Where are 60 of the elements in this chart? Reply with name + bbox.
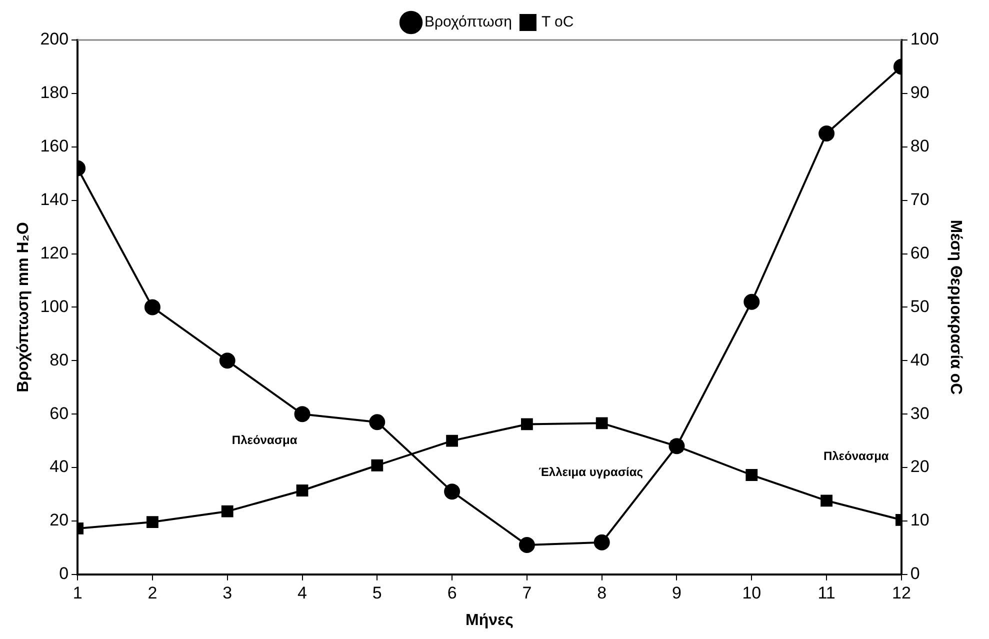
- y2-tick-label: 90: [910, 83, 930, 102]
- y2-tick-label: 80: [910, 136, 930, 156]
- point: [746, 469, 758, 481]
- point: [296, 484, 308, 496]
- y-tick-label: 140: [40, 190, 69, 210]
- annotation: Πλεόνασμα: [823, 449, 890, 464]
- y2-axis-title: Μέση Θερμοκρασία oC: [946, 220, 964, 396]
- y2-tick-label: 20: [910, 457, 930, 476]
- x-axis-title: Μήνες: [466, 612, 514, 629]
- x-tick-label: 12: [892, 583, 911, 602]
- x-tick-label: 8: [597, 583, 607, 602]
- x-tick-label: 3: [222, 583, 232, 602]
- y2-tick-label: 10: [910, 510, 930, 530]
- point: [444, 484, 460, 500]
- y2-tick-label: 60: [910, 243, 930, 262]
- annotation: Έλλειμα υγρασίας: [538, 465, 643, 480]
- y-tick-label: 20: [50, 510, 69, 530]
- point: [219, 352, 236, 369]
- y-tick-label: 60: [50, 404, 69, 423]
- point: [369, 414, 386, 430]
- point: [146, 516, 158, 528]
- x-tick-label: 4: [298, 583, 307, 602]
- y2-tick-label: 100: [910, 30, 939, 49]
- x-tick-label: 6: [447, 583, 457, 602]
- point: [596, 417, 608, 430]
- point: [144, 299, 160, 316]
- point: [818, 126, 835, 142]
- x-tick-label: 10: [742, 583, 762, 602]
- x-tick-label: 11: [818, 583, 836, 602]
- annotation: Πλεόνασμα: [232, 433, 298, 448]
- legend-label: T oC: [541, 14, 574, 31]
- point: [744, 294, 760, 310]
- y2-tick-label: 50: [910, 296, 930, 316]
- y-tick-label: 120: [40, 243, 69, 262]
- y-tick-label: 100: [40, 296, 69, 316]
- y2-tick-label: 0: [910, 564, 920, 584]
- y-tick-label: 40: [50, 457, 69, 476]
- point: [294, 406, 310, 422]
- y-axis-title: Βροχόπτωση mm H₂O: [15, 222, 32, 392]
- x-tick-label: 7: [522, 583, 532, 602]
- y2-tick-label: 70: [910, 190, 930, 210]
- y2-tick-label: 30: [910, 404, 930, 423]
- legend-label: Βροχόπτωση: [424, 14, 512, 31]
- point: [221, 505, 234, 518]
- point: [594, 534, 610, 550]
- y-tick-label: 0: [59, 564, 69, 584]
- point: [521, 418, 533, 430]
- x-tick-label: 9: [672, 583, 682, 602]
- y2-tick-label: 40: [910, 350, 930, 370]
- y-tick-label: 200: [40, 30, 69, 49]
- point: [518, 537, 535, 554]
- x-tick-label: 5: [372, 583, 382, 602]
- y-tick-label: 80: [50, 350, 69, 370]
- point: [446, 434, 458, 447]
- point: [820, 494, 832, 507]
- point: [371, 459, 384, 472]
- x-tick-label: 2: [148, 583, 158, 602]
- y-tick-label: 180: [40, 83, 69, 102]
- y-tick-label: 160: [40, 136, 69, 156]
- x-tick-label: 1: [72, 583, 82, 602]
